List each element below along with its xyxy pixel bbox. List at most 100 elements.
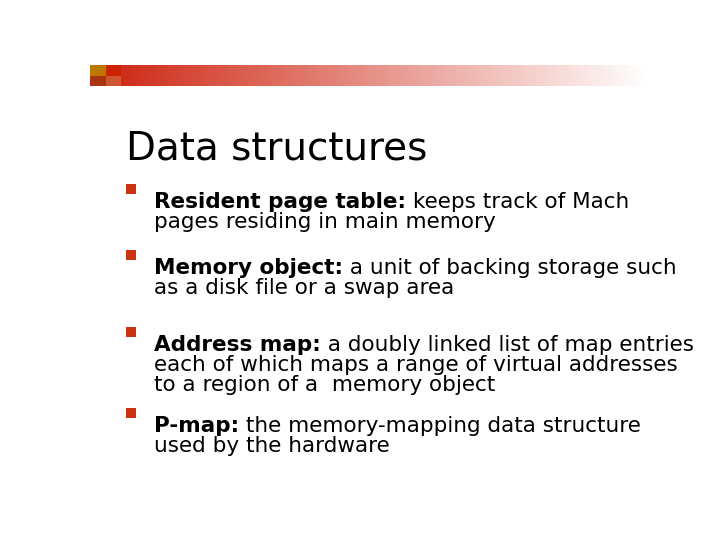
Bar bbox=[360, 65, 362, 86]
Bar bbox=[371, 65, 373, 86]
Bar bbox=[280, 65, 282, 86]
Text: used by the hardware: used by the hardware bbox=[154, 436, 390, 456]
Bar bbox=[590, 65, 593, 86]
Bar bbox=[324, 65, 327, 86]
Bar bbox=[523, 65, 526, 86]
Bar bbox=[248, 65, 251, 86]
Bar bbox=[425, 65, 427, 86]
Bar bbox=[564, 65, 567, 86]
Bar bbox=[196, 65, 199, 86]
Bar bbox=[170, 65, 172, 86]
Bar bbox=[464, 65, 467, 86]
Bar bbox=[472, 65, 474, 86]
Bar bbox=[393, 65, 395, 86]
Bar bbox=[574, 65, 576, 86]
Bar bbox=[276, 65, 279, 86]
Bar bbox=[90, 65, 106, 86]
Bar bbox=[593, 65, 595, 86]
Bar bbox=[382, 65, 384, 86]
Bar bbox=[90, 65, 106, 76]
Bar bbox=[488, 65, 490, 86]
Bar bbox=[189, 65, 191, 86]
Bar bbox=[588, 65, 591, 86]
Bar bbox=[626, 65, 628, 86]
Bar bbox=[606, 65, 608, 86]
Bar bbox=[351, 65, 353, 86]
Bar bbox=[142, 65, 145, 86]
Bar bbox=[539, 65, 541, 86]
Bar bbox=[157, 65, 159, 86]
Text: to a region of a  memory object: to a region of a memory object bbox=[154, 375, 495, 395]
Bar bbox=[352, 65, 355, 86]
Bar bbox=[613, 65, 615, 86]
Bar bbox=[293, 65, 295, 86]
Bar bbox=[514, 65, 516, 86]
Bar bbox=[207, 65, 210, 86]
Bar bbox=[120, 65, 122, 86]
Bar bbox=[204, 65, 206, 86]
Bar bbox=[315, 65, 318, 86]
Bar bbox=[637, 65, 639, 86]
Bar bbox=[555, 65, 557, 86]
Bar bbox=[341, 65, 343, 86]
Text: keeps track of Mach: keeps track of Mach bbox=[406, 192, 629, 212]
Bar bbox=[300, 65, 302, 86]
Bar bbox=[220, 65, 222, 86]
Bar bbox=[600, 65, 602, 86]
Bar bbox=[356, 65, 359, 86]
Bar bbox=[441, 65, 444, 86]
Bar bbox=[209, 65, 212, 86]
Bar bbox=[137, 65, 139, 86]
Bar bbox=[507, 65, 509, 86]
Bar bbox=[585, 65, 588, 86]
Bar bbox=[601, 65, 604, 86]
Bar bbox=[575, 65, 578, 86]
Bar bbox=[377, 65, 379, 86]
Bar bbox=[259, 65, 261, 86]
Bar bbox=[153, 65, 156, 86]
Bar bbox=[399, 65, 401, 86]
Bar bbox=[272, 65, 275, 86]
Text: a doubly linked list of map entries: a doubly linked list of map entries bbox=[321, 335, 694, 355]
Text: Data structures: Data structures bbox=[126, 129, 428, 167]
Bar bbox=[453, 65, 455, 86]
Bar bbox=[481, 65, 483, 86]
Bar bbox=[533, 65, 535, 86]
Bar bbox=[618, 65, 621, 86]
Bar bbox=[246, 65, 248, 86]
Bar bbox=[475, 65, 477, 86]
Bar bbox=[266, 65, 269, 86]
Bar bbox=[243, 65, 245, 86]
Bar bbox=[213, 65, 215, 86]
Bar bbox=[421, 65, 423, 86]
Bar bbox=[400, 65, 403, 86]
Bar bbox=[526, 65, 528, 86]
Bar bbox=[408, 65, 410, 86]
Bar bbox=[531, 65, 534, 86]
Bar bbox=[412, 65, 414, 86]
Bar bbox=[540, 65, 543, 86]
Bar bbox=[378, 65, 381, 86]
Bar bbox=[521, 65, 524, 86]
Bar bbox=[581, 65, 583, 86]
Bar bbox=[125, 65, 127, 86]
Bar bbox=[620, 65, 623, 86]
Bar bbox=[354, 65, 356, 86]
Bar bbox=[557, 65, 559, 86]
Bar bbox=[413, 65, 416, 86]
Bar bbox=[339, 65, 342, 86]
Bar bbox=[499, 65, 502, 86]
Bar bbox=[466, 65, 468, 86]
Text: P-map:: P-map: bbox=[154, 416, 239, 436]
Text: each of which maps a range of virtual addresses: each of which maps a range of virtual ad… bbox=[154, 355, 678, 375]
Bar bbox=[174, 65, 176, 86]
Bar bbox=[633, 65, 636, 86]
Bar bbox=[179, 65, 181, 86]
Bar bbox=[177, 65, 180, 86]
Bar bbox=[336, 65, 338, 86]
Bar bbox=[330, 65, 333, 86]
Bar bbox=[231, 65, 234, 86]
Bar bbox=[124, 65, 126, 86]
Bar bbox=[418, 65, 420, 86]
Text: a unit of backing storage such: a unit of backing storage such bbox=[343, 258, 677, 278]
